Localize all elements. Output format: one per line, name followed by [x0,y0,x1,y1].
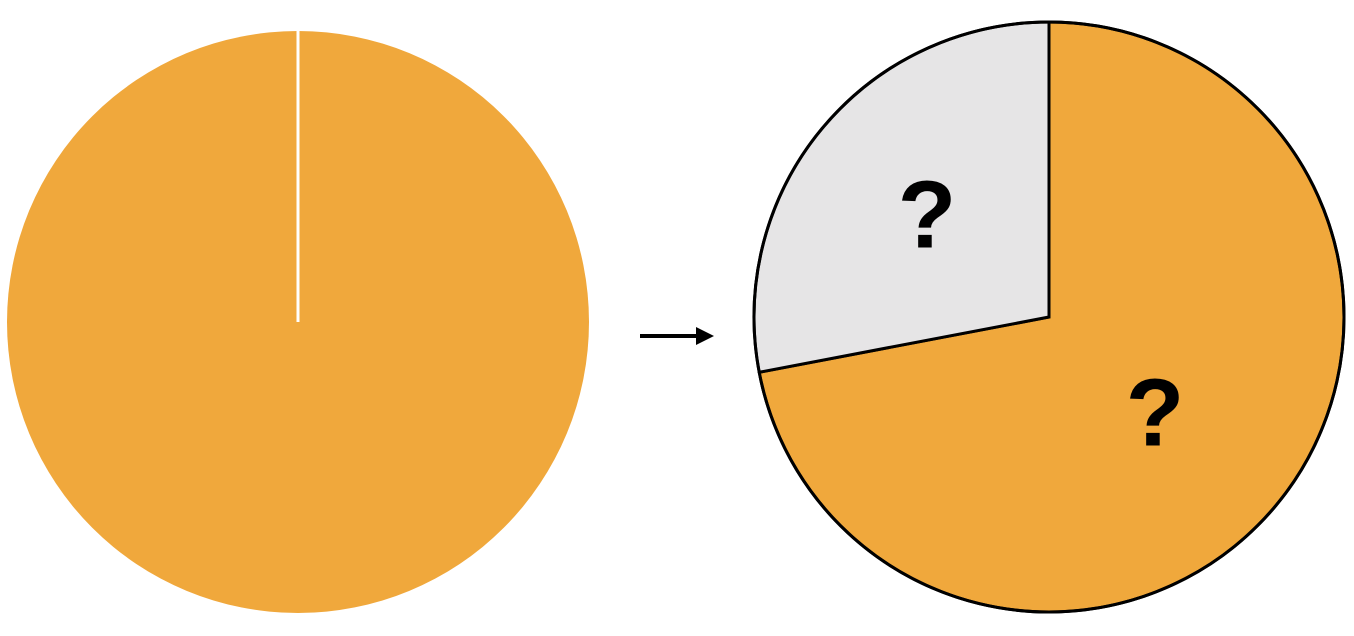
right-pie-outline [752,20,1346,614]
arrow-head [696,327,714,345]
right-pie-orange-slice-label: ? [1126,359,1185,466]
right-pie: ? ? [752,20,1346,614]
right-arrow-icon [640,327,714,345]
right-pie-gray-slice-label: ? [898,161,957,268]
left-pie [7,31,589,613]
